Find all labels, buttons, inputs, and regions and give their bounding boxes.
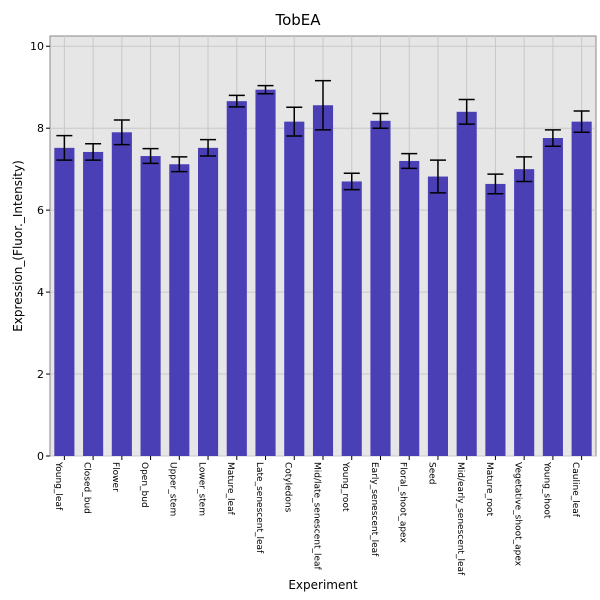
bar	[255, 89, 276, 457]
bar	[571, 121, 592, 456]
bar	[140, 156, 161, 456]
x-tick-label: Mid/early_senescent_leaf	[455, 462, 465, 576]
x-tick-label: Early_senescent_leaf	[369, 462, 379, 557]
y-axis-ticks: 0 2 4 6 8 10	[30, 40, 50, 463]
bar	[456, 111, 477, 457]
bars	[54, 89, 592, 457]
bar	[197, 147, 219, 457]
x-tick-label: Flower	[110, 462, 120, 492]
x-tick-label: Young_root	[340, 461, 350, 512]
x-tick-label: Cotyledons	[283, 462, 293, 513]
x-tick-label: Cauline_leaf	[570, 462, 580, 518]
bar	[341, 181, 362, 456]
bar	[485, 183, 506, 457]
bar	[370, 120, 391, 456]
x-tick-label: Young_leaf	[53, 461, 63, 511]
bar	[226, 101, 247, 457]
y-tick-label: 2	[37, 368, 44, 381]
chart-title: TobEA	[274, 11, 321, 29]
bar	[111, 132, 132, 457]
x-tick-label: Mature_root	[484, 462, 494, 517]
y-tick-label: 4	[37, 286, 44, 299]
x-tick-label: Vegetative_shoot_apex	[513, 462, 523, 567]
bar	[83, 151, 104, 456]
bar	[427, 176, 449, 457]
bar	[399, 160, 420, 456]
y-tick-label: 10	[30, 40, 44, 53]
x-tick-label: Young_shoot	[541, 461, 551, 519]
x-tick-label: Seed	[426, 462, 436, 485]
y-tick-label: 8	[37, 122, 44, 135]
x-axis-ticks: Young_leaf Closed_bud Flower Open_bud Upper_…	[53, 456, 583, 576]
x-tick-label: Closed_bud	[82, 462, 92, 514]
x-tick-label: Mature_leaf	[225, 462, 235, 516]
bar	[542, 138, 563, 456]
x-tick-label: Open_bud	[139, 462, 149, 508]
x-tick-label: Late_senescent_leaf	[254, 462, 264, 554]
x-tick-label: Floral_shoot_apex	[398, 462, 408, 543]
x-tick-label: Upper_stem	[168, 462, 178, 516]
bar	[54, 147, 75, 457]
y-tick-label: 0	[37, 450, 44, 463]
bar	[312, 105, 334, 456]
x-tick-label: Mid/late_senescent_leaf	[311, 462, 321, 571]
y-tick-label: 6	[37, 204, 44, 217]
bar	[169, 164, 190, 456]
bar	[514, 169, 535, 457]
error-bars	[56, 79, 590, 195]
bar	[284, 121, 305, 456]
x-tick-label: Lower_stem	[196, 462, 206, 516]
y-axis-label: Expression_(Fluor._Intensity)	[11, 160, 25, 332]
x-axis-label: Experiment	[288, 578, 358, 592]
